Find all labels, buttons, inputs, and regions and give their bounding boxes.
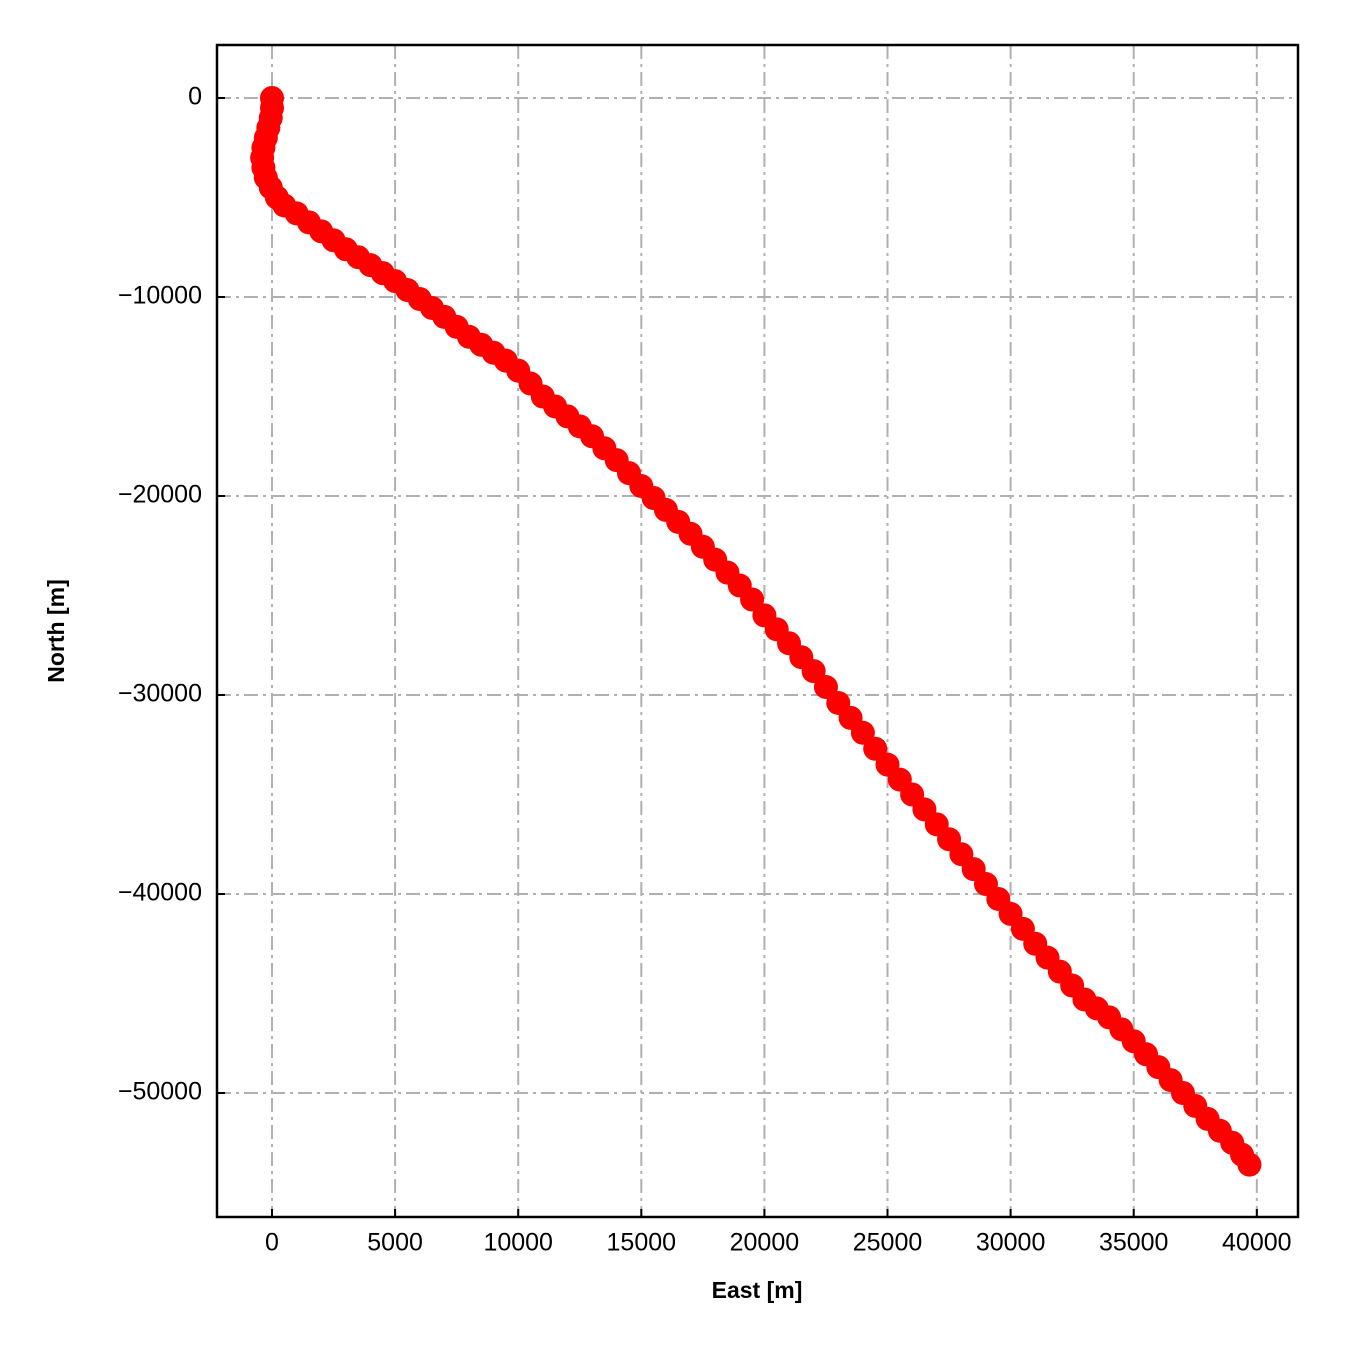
- y-tick-label: −10000: [118, 282, 202, 310]
- y-tick-label: −30000: [118, 680, 202, 708]
- x-tick-label: 5000: [367, 1229, 423, 1257]
- point: [1237, 1152, 1262, 1177]
- x-tick-label: 30000: [976, 1229, 1046, 1257]
- x-tick-label: 40000: [1222, 1229, 1292, 1257]
- x-tick-label: 25000: [853, 1229, 923, 1257]
- y-axis-label: North [m]: [43, 579, 69, 682]
- x-tick-label: 10000: [483, 1229, 553, 1257]
- y-tick-label: 0: [188, 83, 202, 111]
- x-tick-label: 0: [265, 1229, 279, 1257]
- y-tick-label: −40000: [118, 879, 202, 907]
- x-axis-label: East [m]: [712, 1277, 803, 1303]
- y-tick-label: −50000: [118, 1078, 202, 1106]
- plot-frame: [215, 43, 1300, 1219]
- x-tick-label: 35000: [1099, 1229, 1169, 1257]
- x-tick-label: 15000: [607, 1229, 677, 1257]
- x-tick-label: 20000: [730, 1229, 800, 1257]
- y-tick-label: −20000: [118, 481, 202, 509]
